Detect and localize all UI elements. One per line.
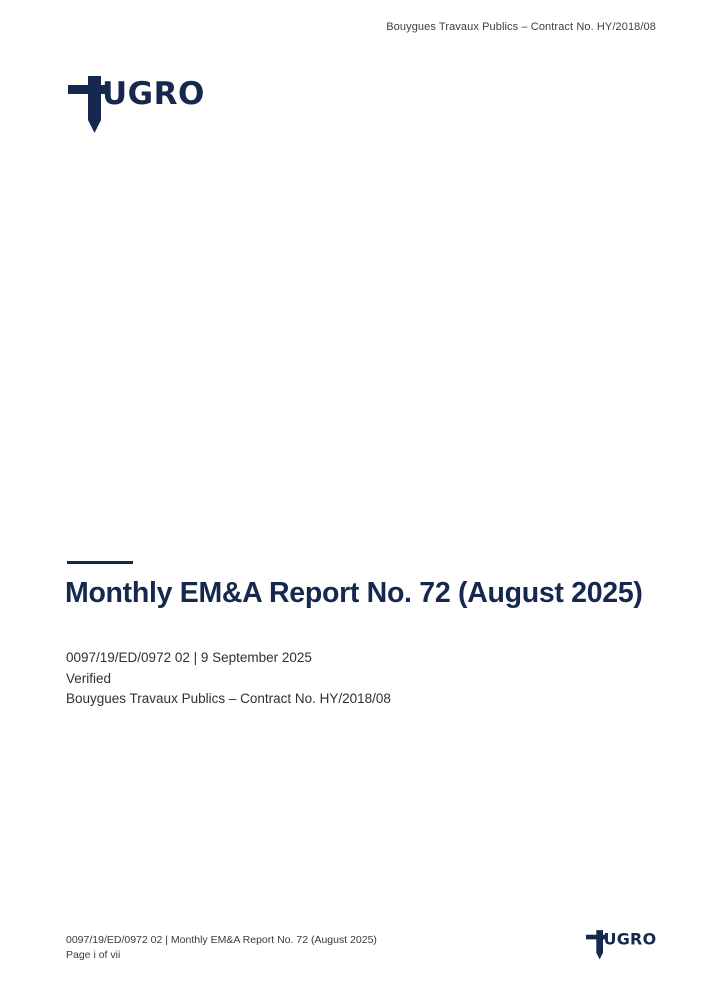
client-contract-line: Bouygues Travaux Publics – Contract No. … — [66, 691, 391, 706]
title-rule — [67, 561, 133, 564]
fugro-logo: UGRO — [68, 76, 205, 133]
footer-document-line: 0097/19/ED/0972 02 | Monthly EM&A Report… — [66, 934, 377, 946]
report-title: Monthly EM&A Report No. 72 (August 2025) — [65, 577, 643, 609]
footer-page-number: Page i of vii — [66, 949, 121, 961]
fugro-pin-icon — [596, 930, 603, 960]
cover-metadata: 0097/19/ED/0972 02 | 9 September 2025 Ve… — [66, 648, 391, 710]
fugro-pin-crossbar — [586, 934, 607, 940]
fugro-wordmark: UGRO — [604, 930, 657, 949]
status-label: Verified — [66, 670, 112, 686]
page-footer: 0097/19/ED/0972 02 | Monthly EM&A Report… — [66, 933, 377, 963]
fugro-pin-icon — [88, 76, 101, 133]
header-contract-reference: Bouygues Travaux Publics – Contract No. … — [386, 21, 656, 33]
fugro-wordmark: UGRO — [102, 76, 205, 112]
fugro-logo-footer: UGRO — [586, 930, 657, 960]
document-ref-and-date: 0097/19/ED/0972 02 | 9 September 2025 — [66, 650, 312, 665]
